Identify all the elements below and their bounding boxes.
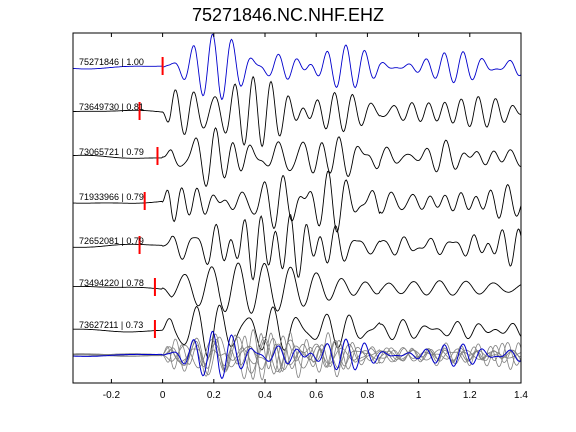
x-tick-label: 0.8 xyxy=(360,390,374,401)
x-tick-label: 0 xyxy=(160,390,166,401)
trace-waveform-73627211 xyxy=(73,304,522,359)
x-tick-label: 1.4 xyxy=(514,390,528,401)
x-tick-label: 1 xyxy=(416,390,422,401)
trace-label-72652081: 72652081 | 0.79 xyxy=(79,236,144,246)
trace-waveform-73065721 xyxy=(73,127,522,187)
trace-labels-layer: 75271846 | 1.00 73649730 | 0.81 73065721 |… xyxy=(79,57,144,330)
trace-label-75271846: 75271846 | 1.00 xyxy=(79,57,144,67)
trace-waveform-73649730 xyxy=(72,75,521,148)
chart-title: 75271846.NC.NHF.EHZ xyxy=(191,5,385,25)
trace-label-73649730: 73649730 | 0.81 xyxy=(79,102,144,112)
x-tick-label: -0.2 xyxy=(103,390,121,401)
stack-layer xyxy=(72,328,522,381)
trace-waveform-73494220 xyxy=(72,262,522,314)
trace-label-73494220: 73494220 | 0.78 xyxy=(79,278,144,288)
trace-waveform-71933966 xyxy=(72,170,522,233)
trace-label-71933966: 71933966 | 0.79 xyxy=(79,192,144,202)
x-tick-label: 0.2 xyxy=(207,390,221,401)
axes-box xyxy=(72,32,522,384)
x-tick-label: 1.2 xyxy=(463,390,477,401)
traces-layer xyxy=(72,33,522,359)
stack-trace-master xyxy=(73,330,522,380)
x-tick-label: 0.4 xyxy=(258,390,272,401)
stack-trace-73627211 xyxy=(73,336,522,376)
trace-waveform-72652081 xyxy=(72,214,522,281)
trace-label-73065721: 73065721 | 0.79 xyxy=(79,147,144,157)
x-axis-ticks: -0.2 0 0.2 0.4 0.6 0.8 1 1.2 1.4 xyxy=(103,33,528,401)
stack-trace-73494220 xyxy=(73,336,522,374)
trace-waveform-75271846 xyxy=(73,33,522,101)
x-tick-label: 0.6 xyxy=(309,390,323,401)
picks-layer xyxy=(138,57,164,338)
trace-label-73627211: 73627211 | 0.73 xyxy=(79,320,143,330)
